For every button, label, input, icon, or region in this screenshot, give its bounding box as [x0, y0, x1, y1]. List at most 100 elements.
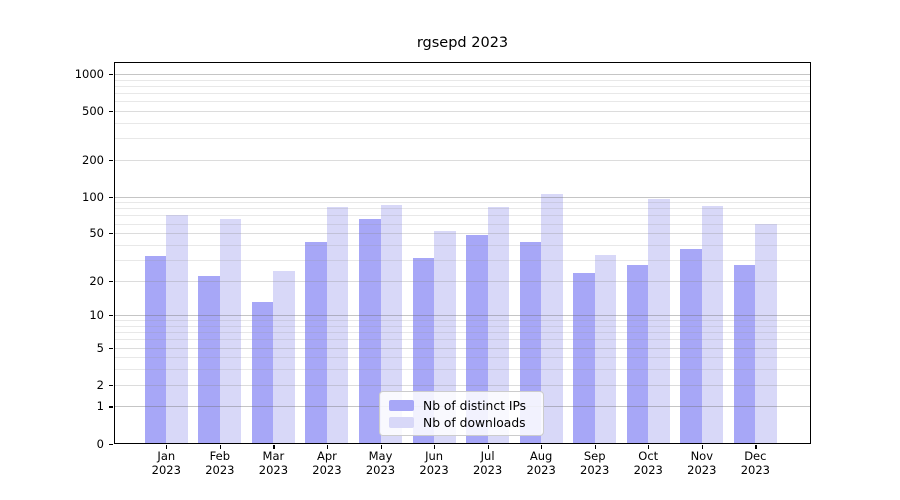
bar-jun-downloads	[434, 231, 456, 444]
gridline-200	[114, 159, 811, 161]
legend-swatch-downloads	[389, 417, 414, 428]
gridline-900	[114, 79, 811, 81]
x-tick-sep	[594, 444, 596, 449]
gridline-80	[114, 208, 811, 210]
gridline-8	[114, 325, 811, 327]
gridline-30	[114, 259, 811, 261]
x-tick-may	[380, 444, 382, 449]
gridline-3	[114, 369, 811, 371]
x-tick-jan	[166, 444, 168, 449]
gridline-9	[114, 320, 811, 322]
gridline-6	[114, 339, 811, 341]
bar-apr-distinct-ips	[305, 242, 327, 444]
y-tick-2	[109, 384, 113, 386]
bar-nov-downloads	[701, 205, 724, 444]
y-tick-500	[109, 110, 113, 113]
bar-oct-downloads	[648, 199, 670, 444]
x-tick-label-jan: Jan 2023	[151, 449, 181, 477]
x-tick-mar	[273, 444, 275, 449]
x-tick-label-jul: Jul 2023	[472, 449, 503, 477]
y-tick-1	[109, 406, 113, 408]
y-tick-label-5: 5	[96, 340, 104, 355]
gridline-70	[114, 215, 811, 217]
gridline-40	[114, 244, 811, 246]
y-tick-5	[109, 347, 113, 349]
bar-sep-distinct-ips	[573, 273, 595, 444]
gridline-500	[114, 110, 811, 112]
bar-apr-downloads	[326, 207, 349, 444]
bar-jul-downloads	[487, 207, 510, 444]
gridline-1000	[114, 73, 811, 75]
x-tick-feb	[219, 444, 222, 449]
legend-label-downloads: Nb of downloads	[423, 415, 526, 430]
y-tick-label-1: 1	[96, 399, 104, 414]
gridline-20	[114, 280, 811, 282]
bar-feb-distinct-ips	[198, 275, 220, 444]
y-tick-label-20: 20	[89, 273, 104, 288]
x-tick-label-feb: Feb 2023	[205, 449, 235, 477]
legend-swatch-distinct-ips	[389, 400, 414, 411]
x-tick-label-mar: Mar 2023	[258, 449, 289, 477]
gridline-90	[114, 202, 811, 204]
x-tick-label-sep: Sep 2023	[580, 449, 610, 477]
x-tick-jun	[434, 444, 436, 449]
x-tick-label-oct: Oct 2023	[633, 449, 663, 477]
chart-title: rgsepd 2023	[416, 35, 509, 51]
gridline-60	[114, 223, 811, 225]
bar-may-distinct-ips	[359, 219, 381, 444]
gridline-300	[114, 138, 811, 140]
bar-jan-distinct-ips	[144, 256, 167, 444]
bar-mar-distinct-ips	[251, 302, 274, 444]
y-tick-1000	[109, 73, 113, 76]
legend: Nb of distinct IPs Nb of downloads	[379, 391, 544, 436]
bar-oct-distinct-ips	[626, 265, 649, 444]
y-tick-100	[109, 196, 113, 198]
gridline-600	[114, 101, 811, 103]
y-tick-label-50: 50	[89, 226, 104, 241]
bar-may-downloads	[380, 204, 402, 444]
gridline-700	[114, 92, 811, 94]
x-tick-label-dec: Dec 2023	[740, 449, 770, 477]
x-tick-label-jun: Jun 2023	[419, 449, 449, 477]
gridline-2	[114, 384, 811, 386]
y-tick-0	[109, 443, 113, 445]
bar-aug-downloads	[541, 194, 563, 444]
x-tick-label-may: May 2023	[365, 449, 396, 477]
x-tick-aug	[541, 444, 543, 449]
legend-label-distinct-ips: Nb of distinct IPs	[423, 398, 527, 413]
bar-nov-distinct-ips	[680, 248, 702, 444]
y-tick-label-100: 100	[82, 189, 104, 204]
bar-dec-distinct-ips	[733, 265, 756, 444]
y-tick-label-10: 10	[89, 308, 104, 323]
x-tick-jul	[487, 444, 489, 449]
bar-dec-downloads	[755, 223, 777, 444]
y-tick-50	[109, 233, 113, 235]
x-tick-nov	[701, 444, 703, 449]
gridline-4	[114, 357, 811, 359]
gridline-7	[114, 332, 811, 334]
y-tick-label-0: 0	[96, 436, 104, 451]
y-tick-label-2: 2	[96, 377, 104, 392]
y-tick-label-500: 500	[82, 103, 104, 118]
y-tick-label-1000: 1000	[74, 66, 104, 81]
x-tick-label-nov: Nov 2023	[687, 449, 717, 477]
legend-item-distinct-ips: Nb of distinct IPs	[389, 399, 534, 413]
x-tick-label-apr: Apr 2023	[312, 449, 342, 477]
gridline-50	[114, 233, 811, 235]
gridline-400	[114, 122, 811, 124]
x-tick-label-aug: Aug 2023	[526, 449, 556, 477]
gridline-800	[114, 85, 811, 87]
bar-sep-downloads	[594, 254, 617, 444]
gridline-5	[114, 347, 811, 349]
gridline-10	[114, 315, 811, 317]
legend-item-downloads: Nb of downloads	[389, 416, 534, 430]
bar-jan-downloads	[166, 215, 188, 444]
x-tick-oct	[648, 444, 650, 449]
bar-feb-downloads	[219, 218, 242, 444]
y-tick-20	[109, 280, 113, 282]
y-tick-label-200: 200	[82, 152, 104, 167]
gridline-100	[114, 196, 811, 198]
x-tick-dec	[755, 444, 757, 449]
y-tick-200	[109, 159, 113, 161]
